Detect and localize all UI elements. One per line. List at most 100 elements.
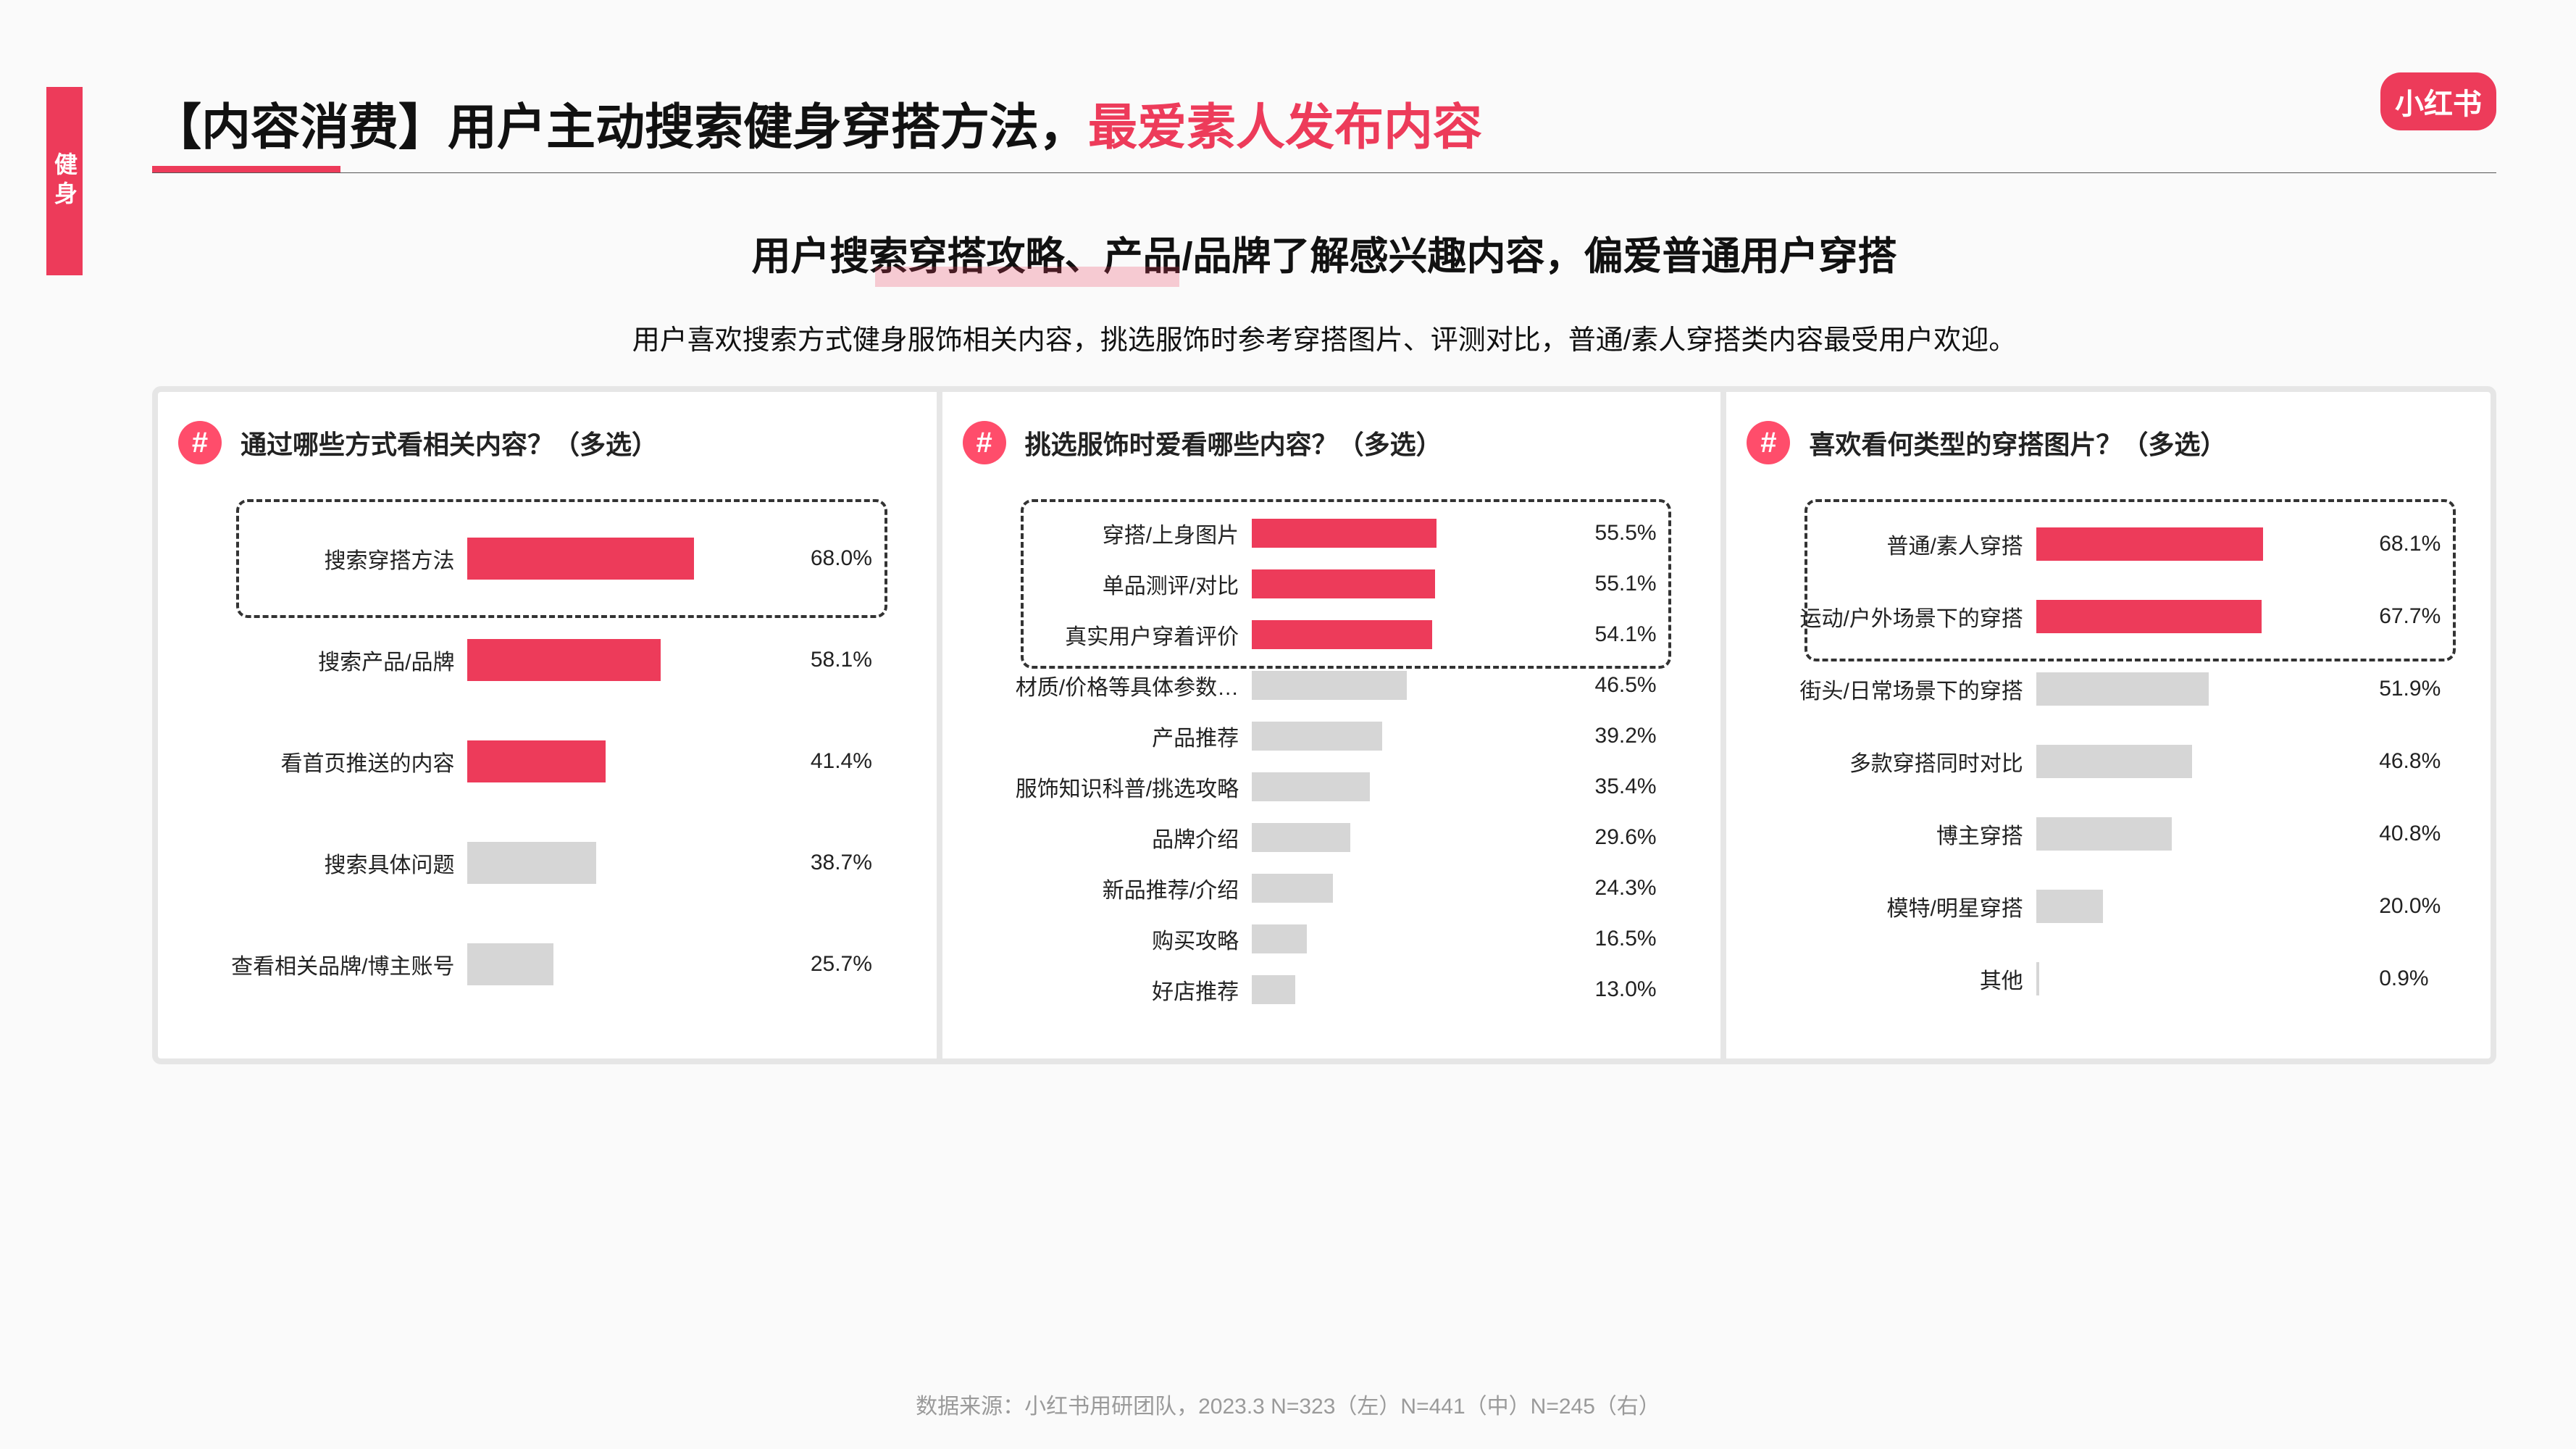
bar-label: 博主穿搭 (1747, 818, 2036, 850)
bar-row: 查看相关品牌/博主账号25.7% (178, 914, 902, 1015)
description: 用户喜欢搜索方式健身服饰相关内容，挑选服饰时参考穿搭图片、评测对比，普通/素人穿… (152, 317, 2496, 357)
hash-icon: # (1747, 421, 1790, 464)
bar-row: 好店推荐 13.0% (963, 964, 1686, 1015)
bar-row: 单品测评/对比55.1% (963, 559, 1686, 609)
bar-value: 0.9% (2369, 966, 2470, 991)
bar-value: 40.8% (2369, 822, 2470, 846)
bar-fill (2036, 672, 2209, 706)
bar-track (1252, 569, 1584, 598)
bar-fill (1252, 772, 1370, 801)
page-title: 【内容消费】用户主动搜索健身穿搭方法，最爱素人发布内容 (152, 87, 2496, 173)
subtitle-highlight-mark (875, 267, 1179, 287)
bar-value: 55.5% (1585, 521, 1686, 546)
bar-row: 搜索穿搭方法 68.0% (178, 508, 902, 609)
bar-fill (2036, 817, 2172, 851)
title-highlight: 最爱素人发布内容 (1088, 100, 1482, 155)
bar-label: 材质/价格等具体参数… (963, 669, 1252, 701)
bar-value: 41.4% (800, 749, 902, 774)
chart-panel-0: # 通过哪些方式看相关内容？（多选） 搜索穿搭方法 68.0% 搜索产品/品牌58.1%… (158, 392, 922, 1058)
bar-track (1252, 620, 1584, 649)
bar-fill (1252, 620, 1432, 649)
chart-panel-1: # 挑选服饰时爱看哪些内容？（多选） 穿搭/上身图片55.5%单品测评/对比55.1… (937, 392, 1707, 1058)
bar-row: 多款穿搭同时对比 46.8% (1747, 725, 2470, 798)
bar-row: 博主穿搭 40.8% (1747, 798, 2470, 870)
bar-track (467, 943, 800, 985)
bar-value: 38.7% (800, 851, 902, 875)
bar-track (1252, 874, 1584, 903)
bar-fill (2036, 600, 2262, 633)
bar-label: 街头/日常场景下的穿搭 (1747, 673, 2036, 705)
bar-fill (467, 943, 553, 985)
bar-fill (1252, 874, 1333, 903)
bar-value: 16.5% (1585, 927, 1686, 951)
panel-title: 挑选服饰时爱看哪些内容？（多选） (1025, 424, 1442, 462)
hash-icon: # (178, 421, 222, 464)
bar-row: 搜索具体问题38.7% (178, 812, 902, 914)
bar-label: 真实用户穿着评价 (963, 619, 1252, 651)
bar-chart: 搜索穿搭方法 68.0% 搜索产品/品牌58.1% 看首页推送的内容 41.4% 搜索具体… (178, 508, 902, 1015)
bar-fill (1252, 722, 1382, 751)
title-divider (152, 172, 2496, 173)
bar-value: 58.1% (800, 648, 902, 672)
bar-label: 普通/素人穿搭 (1747, 528, 2036, 560)
bar-track (1252, 671, 1584, 700)
bar-row: 服饰知识科普/挑选攻略35.4% (963, 761, 1686, 812)
bar-fill (467, 740, 605, 782)
panel-header: # 通过哪些方式看相关内容？（多选） (178, 421, 902, 464)
chart-panels: # 通过哪些方式看相关内容？（多选） 搜索穿搭方法 68.0% 搜索产品/品牌58.1%… (152, 386, 2496, 1064)
bar-label: 品牌介绍 (963, 822, 1252, 853)
bar-fill (2036, 527, 2263, 561)
bar-value: 68.0% (800, 546, 902, 571)
bar-row: 其他0.9% (1747, 943, 2470, 1015)
bar-label: 服饰知识科普/挑选攻略 (963, 771, 1252, 803)
hash-icon: # (963, 421, 1006, 464)
subtitle: 用户搜索穿搭攻略、产品/品牌了解感兴趣内容，偏爱普通用户穿搭 (152, 224, 2496, 281)
bar-label: 购买攻略 (963, 923, 1252, 955)
bar-row: 普通/素人穿搭 68.1% (1747, 508, 2470, 580)
bar-label: 好店推荐 (963, 974, 1252, 1006)
bar-value: 67.7% (2369, 604, 2470, 629)
bar-track (2036, 600, 2369, 633)
bar-row: 看首页推送的内容 41.4% (178, 711, 902, 812)
bar-row: 街头/日常场景下的穿搭 51.9% (1747, 653, 2470, 725)
bar-value: 24.3% (1585, 876, 1686, 901)
bar-track (467, 538, 800, 580)
bar-fill (467, 538, 693, 580)
bar-value: 68.1% (2369, 532, 2470, 556)
bar-value: 46.5% (1585, 673, 1686, 698)
bar-track (1252, 975, 1584, 1004)
bar-track (1252, 772, 1584, 801)
bar-fill (2036, 962, 2039, 995)
bar-value: 39.2% (1585, 724, 1686, 748)
bar-fill (1252, 519, 1437, 548)
bar-value: 54.1% (1585, 622, 1686, 647)
bar-value: 13.0% (1585, 977, 1686, 1002)
bar-track (1252, 924, 1584, 953)
bar-row: 模特/明星穿搭20.0% (1747, 870, 2470, 943)
bar-fill (2036, 745, 2192, 778)
bar-value: 29.6% (1585, 825, 1686, 850)
panel-title: 通过哪些方式看相关内容？（多选） (241, 424, 658, 462)
bar-label: 新品推荐/介绍 (963, 872, 1252, 904)
title-black: 【内容消费】用户主动搜索健身穿搭方法， (152, 100, 1088, 155)
bar-label: 单品测评/对比 (963, 568, 1252, 600)
bar-label: 看首页推送的内容 (178, 746, 467, 777)
page: 【内容消费】用户主动搜索健身穿搭方法，最爱素人发布内容 用户搜索穿搭攻略、产品/… (152, 87, 2496, 1391)
bar-label: 多款穿搭同时对比 (1747, 746, 2036, 777)
bar-fill (1252, 924, 1307, 953)
bar-label: 搜索穿搭方法 (178, 543, 467, 575)
bar-row: 搜索产品/品牌58.1% (178, 609, 902, 711)
bar-value: 46.8% (2369, 749, 2470, 774)
bar-track (1252, 722, 1584, 751)
bar-label: 模特/明星穿搭 (1747, 890, 2036, 922)
bar-fill (1252, 569, 1435, 598)
bar-row: 穿搭/上身图片55.5% (963, 508, 1686, 559)
data-source-footer: 数据来源：小红书用研团队，2023.3 N=323（左）N=441（中）N=24… (0, 1388, 2576, 1420)
bar-track (2036, 672, 2369, 706)
bar-track (467, 639, 800, 681)
bar-track (467, 740, 800, 782)
bar-value: 51.9% (2369, 677, 2470, 701)
bar-row: 材质/价格等具体参数… 46.5% (963, 660, 1686, 711)
bar-chart: 穿搭/上身图片55.5%单品测评/对比55.1% 真实用户穿着评价 54.1% 材质/… (963, 508, 1686, 1015)
bar-value: 25.7% (800, 952, 902, 977)
